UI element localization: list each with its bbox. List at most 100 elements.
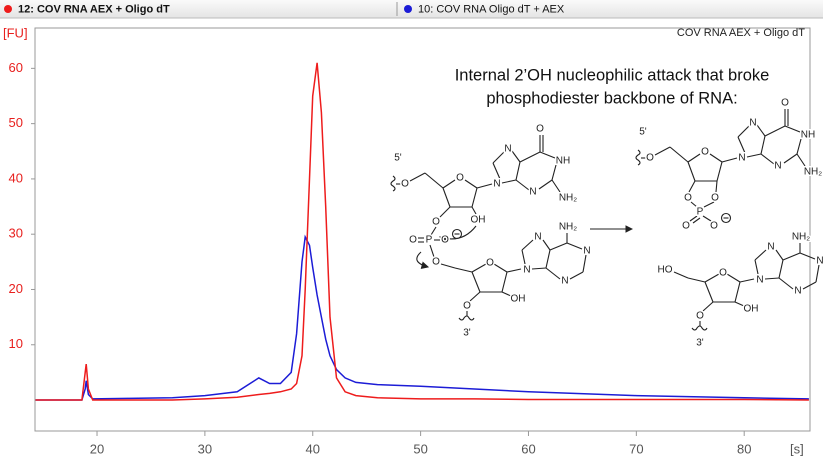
bond (569, 271, 584, 280)
bond (429, 244, 435, 258)
bond (409, 172, 426, 182)
bond (493, 263, 508, 273)
legend-label[interactable]: 12: COV RNA AEX + Oligo dT (18, 3, 170, 15)
bond (501, 271, 508, 293)
bond (796, 138, 802, 155)
atom-label: 3' (463, 328, 471, 339)
atom-label: NH₂ (792, 232, 810, 243)
bond (716, 161, 723, 182)
atom-label: O (401, 179, 409, 190)
atom-label: O (684, 193, 692, 204)
bond (687, 277, 706, 283)
bond (515, 179, 530, 191)
bond (454, 267, 473, 273)
atom-label: N (767, 242, 774, 253)
bond (754, 259, 759, 275)
bond (538, 179, 553, 190)
atom-label: OH (511, 294, 526, 305)
bond (521, 239, 534, 251)
bond (734, 281, 741, 303)
atom-label: NH (556, 156, 570, 167)
bond (566, 242, 583, 250)
atom-label: O (682, 221, 690, 232)
y-tick-label: 50 (9, 115, 23, 130)
atom-label: N (493, 179, 500, 190)
wavy-bond (390, 175, 396, 192)
bond (703, 201, 715, 208)
bond (551, 179, 561, 193)
bond (669, 146, 689, 163)
bond (709, 153, 723, 163)
bond (690, 201, 698, 208)
atom-label: O (646, 153, 654, 164)
bond (464, 179, 478, 189)
atom-label: O (432, 257, 440, 268)
legend-marker (4, 5, 12, 13)
bond (506, 268, 522, 273)
bond (511, 150, 521, 163)
bond (515, 161, 521, 181)
atom-label: N (756, 275, 763, 286)
atom-label: N (816, 256, 823, 267)
atom-label: 5' (639, 127, 647, 138)
bond (519, 151, 541, 163)
bond (802, 281, 817, 290)
legend-label[interactable]: 10: COV RNA Oligo dT + AEX (418, 3, 565, 15)
x-axis-label: [s] (790, 441, 804, 456)
atom-label: NH (801, 130, 815, 141)
bond (692, 217, 701, 224)
y-tick-label: 20 (9, 281, 23, 296)
atom-label: O (432, 217, 440, 228)
atom-label: N (523, 265, 530, 276)
x-tick-label: 30 (198, 441, 212, 456)
bond (531, 267, 547, 270)
structures (390, 109, 820, 331)
bond (582, 254, 587, 273)
bond (521, 249, 526, 265)
bond (424, 172, 444, 189)
bond (782, 252, 801, 261)
x-tick-label: 70 (629, 441, 643, 456)
bond (778, 259, 784, 279)
bond (549, 242, 568, 251)
bond (704, 273, 720, 283)
bond (471, 271, 481, 293)
bond (702, 215, 712, 222)
atom-label: O (486, 258, 494, 269)
x-tick-label: 20 (90, 441, 104, 456)
atom-label: 5' (394, 153, 402, 164)
bond (673, 271, 689, 279)
atom-label: O (441, 235, 449, 246)
atom-label: N (749, 118, 756, 129)
atom-label: NH₂ (804, 167, 822, 178)
wavy-bond (458, 315, 475, 321)
bond (726, 273, 741, 283)
legend-marker (404, 5, 412, 13)
atom-label: P (697, 207, 704, 218)
bond (734, 301, 745, 307)
atom-label: P (426, 235, 433, 246)
bond (501, 291, 512, 297)
atom-label: N (529, 187, 536, 198)
atom-label: N (794, 286, 801, 297)
atom-label: N (583, 246, 590, 257)
bond (542, 239, 551, 251)
bond (737, 136, 746, 154)
bond (471, 187, 478, 208)
bond (796, 153, 806, 167)
atom-label: O (696, 311, 704, 322)
bond (783, 153, 798, 164)
bond (687, 153, 701, 163)
bond (702, 301, 714, 312)
wavy-bond (691, 325, 708, 331)
electron-arrow (416, 251, 430, 269)
bond (539, 151, 556, 159)
atom-label: O (781, 98, 789, 109)
atom-label: 3' (696, 338, 704, 349)
y-tick-label: 10 (9, 336, 23, 351)
atom-label: NH₂ (559, 193, 577, 204)
wavy-bond (635, 149, 641, 166)
annotation: Internal 2’OH nucleophilic attack that b… (455, 66, 770, 84)
x-tick-label: 50 (413, 441, 427, 456)
